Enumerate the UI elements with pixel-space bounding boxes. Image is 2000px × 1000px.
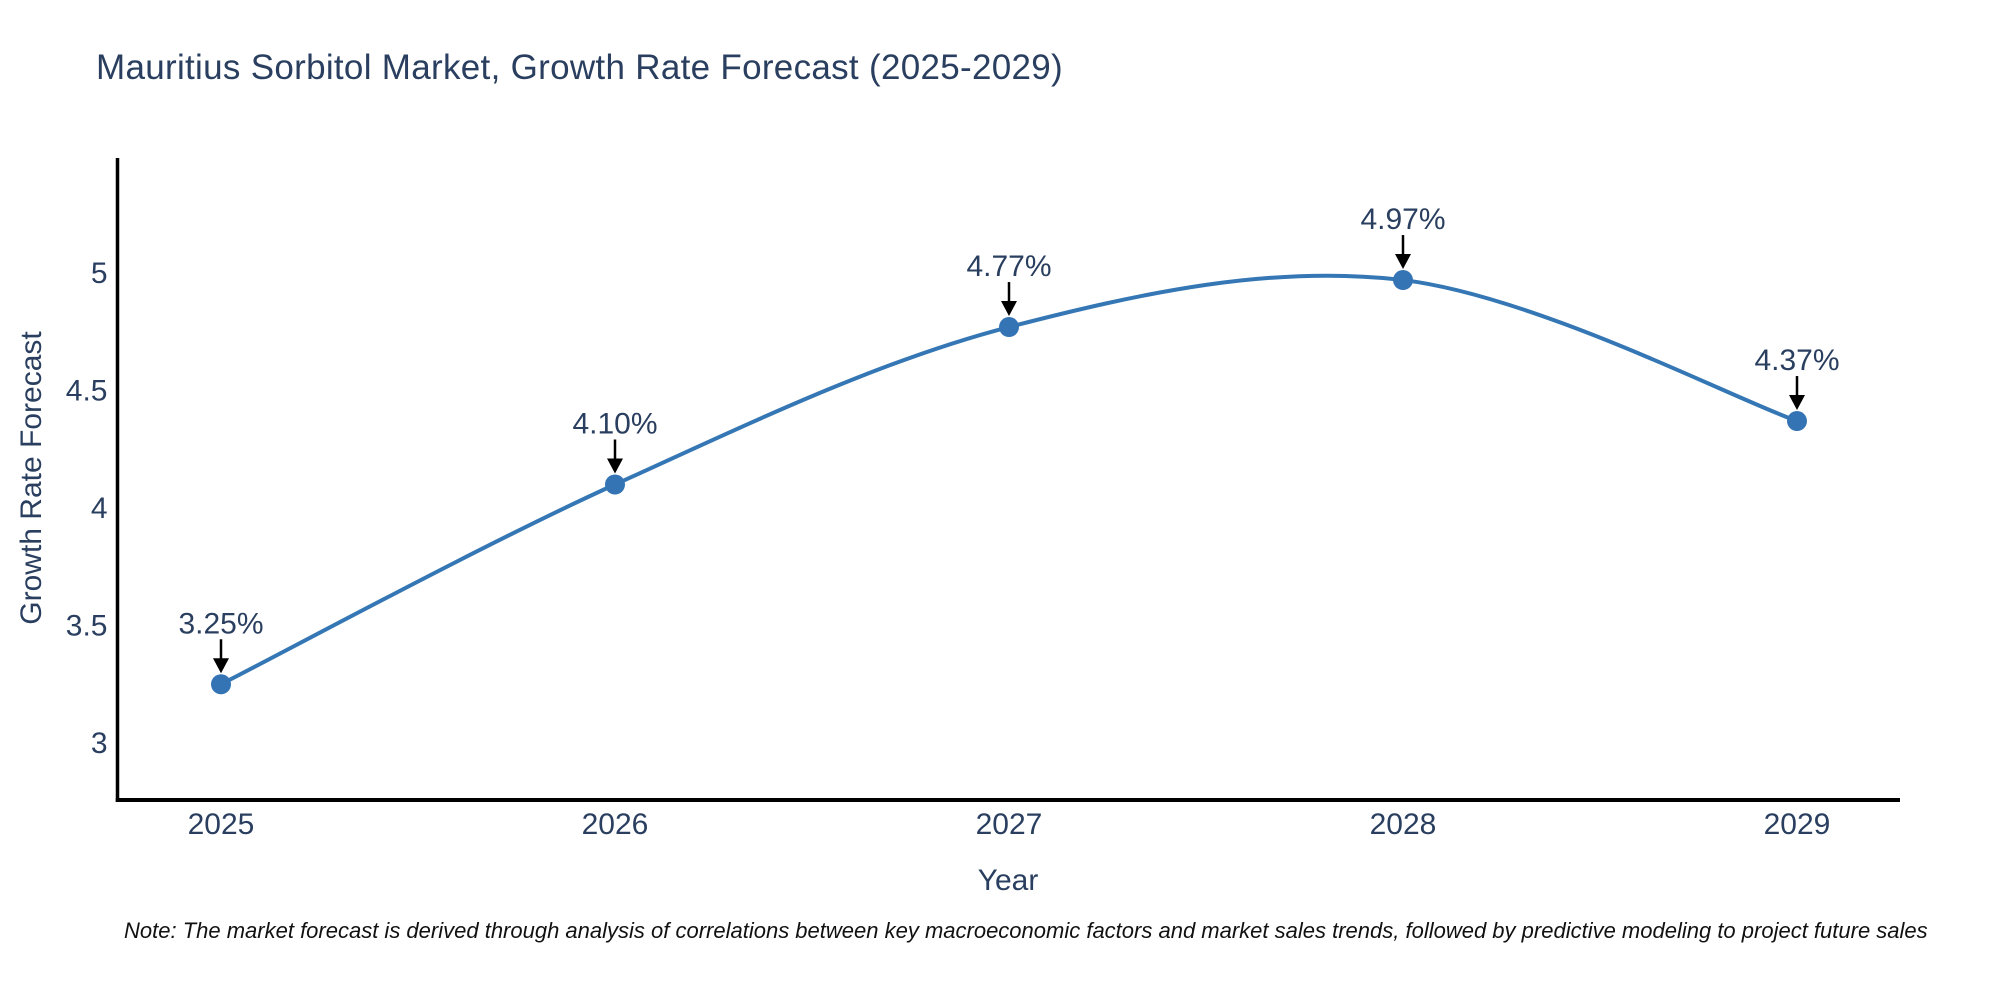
y-tick-label: 3	[91, 727, 108, 760]
annotation-arrowhead	[607, 458, 623, 474]
x-tick-label: 2027	[976, 808, 1043, 841]
annotation-arrowhead	[1395, 254, 1411, 270]
footnote: Note: The market forecast is derived thr…	[124, 918, 1928, 943]
data-point-label: 3.25%	[178, 607, 263, 640]
y-tick-label: 3.5	[66, 610, 108, 643]
chart-title: Mauritius Sorbitol Market, Growth Rate F…	[96, 48, 1063, 87]
data-point-label: 4.10%	[572, 408, 657, 441]
data-point-label: 4.37%	[1754, 344, 1839, 377]
x-tick-label: 2026	[582, 808, 649, 841]
annotation-arrowhead	[1789, 395, 1805, 411]
y-tick-label: 4	[91, 492, 108, 525]
data-point-label: 4.97%	[1360, 203, 1445, 236]
data-point-marker	[1787, 411, 1807, 432]
data-point-marker	[211, 674, 231, 695]
y-tick-label: 5	[91, 257, 108, 290]
data-point-marker	[1393, 270, 1413, 291]
annotation-arrowhead	[1001, 301, 1017, 317]
x-tick-label: 2028	[1370, 808, 1437, 841]
data-point-label: 4.77%	[966, 250, 1051, 283]
y-tick-label: 4.5	[66, 375, 108, 408]
x-tick-label: 2029	[1764, 808, 1831, 841]
annotation-arrowhead	[213, 658, 229, 674]
x-axis-title: Year	[977, 864, 1039, 897]
x-tick-label: 2025	[188, 808, 255, 841]
data-point-marker	[999, 317, 1019, 338]
data-point-marker	[605, 474, 625, 495]
